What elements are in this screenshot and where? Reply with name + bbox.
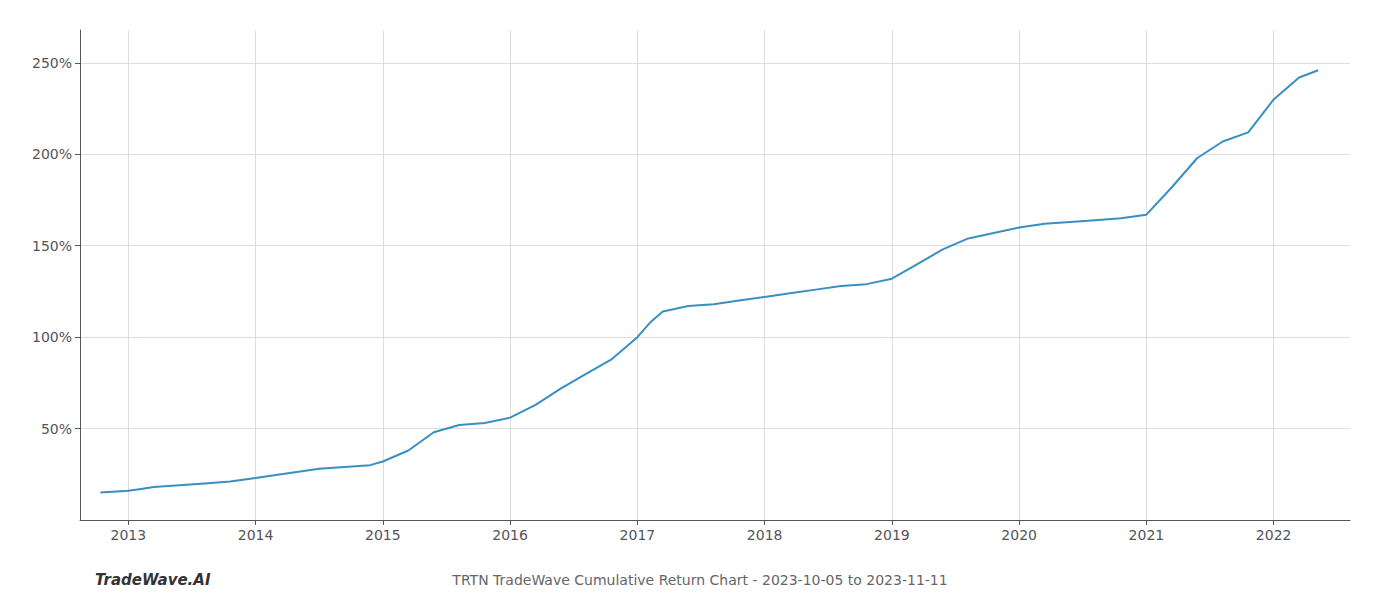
svg-text:2014: 2014 xyxy=(238,527,274,543)
svg-text:150%: 150% xyxy=(32,238,72,254)
svg-text:100%: 100% xyxy=(32,329,72,345)
svg-text:2021: 2021 xyxy=(1129,527,1165,543)
svg-text:2019: 2019 xyxy=(874,527,910,543)
svg-text:50%: 50% xyxy=(41,421,72,437)
svg-text:200%: 200% xyxy=(32,146,72,162)
svg-text:2022: 2022 xyxy=(1256,527,1292,543)
svg-text:2017: 2017 xyxy=(620,527,656,543)
svg-text:2016: 2016 xyxy=(492,527,528,543)
svg-text:TradeWave.AI: TradeWave.AI xyxy=(95,571,211,589)
svg-text:2013: 2013 xyxy=(111,527,147,543)
svg-text:250%: 250% xyxy=(32,55,72,71)
svg-text:2015: 2015 xyxy=(365,527,401,543)
svg-text:2018: 2018 xyxy=(747,527,783,543)
svg-text:2020: 2020 xyxy=(1001,527,1037,543)
svg-text:TRTN TradeWave Cumulative Retu: TRTN TradeWave Cumulative Return Chart -… xyxy=(451,572,947,588)
